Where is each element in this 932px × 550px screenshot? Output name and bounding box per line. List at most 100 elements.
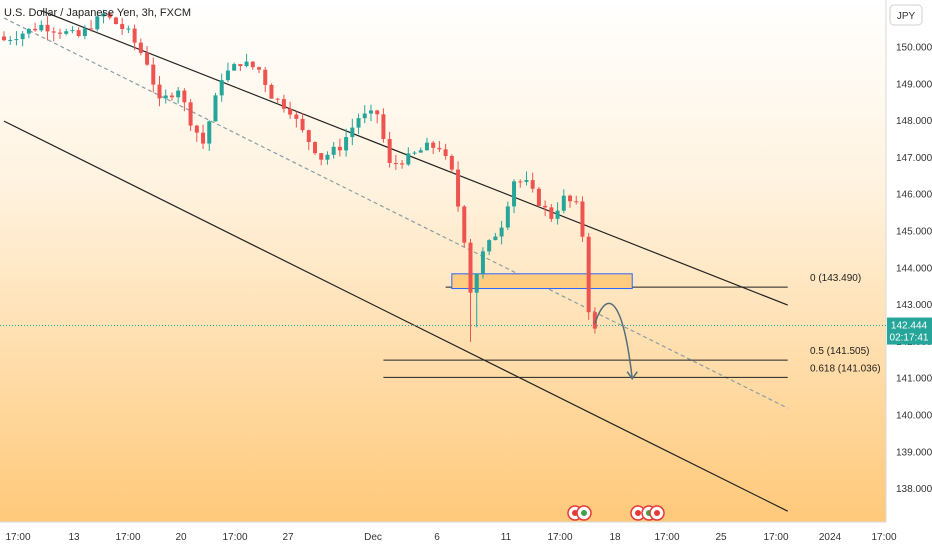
candle-body — [250, 61, 255, 68]
candle-body — [113, 17, 118, 25]
candle-body — [201, 132, 206, 144]
resistance-zone-group — [451, 273, 633, 290]
projection-arrowhead — [626, 371, 638, 380]
x-tick-label: 25 — [715, 532, 727, 543]
candle-body — [126, 28, 131, 30]
candle-body — [437, 147, 442, 150]
candle-body — [443, 149, 448, 156]
candle-body — [406, 153, 411, 165]
x-tick-label: 27 — [282, 532, 294, 543]
time-axis-background — [0, 522, 932, 550]
x-tick-label: 20 — [175, 532, 187, 543]
candle-body — [51, 31, 56, 33]
candle-body — [592, 312, 597, 329]
candle-body — [568, 195, 573, 202]
candle-body — [194, 125, 199, 133]
last-price-value: 142.444 — [891, 321, 928, 332]
projection-arrow — [594, 302, 633, 379]
candle-body — [456, 169, 461, 207]
candle-body — [362, 113, 367, 119]
candle-body — [275, 98, 280, 100]
event-icon-dot — [635, 510, 641, 516]
candle-body — [524, 180, 529, 182]
candle-body — [263, 69, 268, 85]
x-tick-label: 17:00 — [654, 532, 679, 543]
candle-body — [138, 42, 143, 53]
projection-arrow-group — [594, 302, 638, 380]
x-tick-label: 13 — [68, 532, 80, 543]
candle-body — [213, 95, 218, 122]
candle-body — [375, 110, 380, 115]
candle-body — [487, 240, 492, 252]
candle-body — [64, 31, 69, 34]
candle-body — [238, 64, 243, 67]
candle-body — [381, 114, 386, 139]
candle-body — [95, 16, 100, 30]
candle-body — [225, 70, 230, 81]
event-icons[interactable] — [567, 505, 665, 521]
candle-body — [319, 153, 324, 160]
y-tick-label: 144.000 — [896, 263, 932, 274]
candle-body — [269, 84, 274, 99]
candle-body — [76, 30, 81, 37]
candle-body — [424, 142, 429, 151]
y-tick-label: 138.000 — [896, 484, 932, 495]
candle-body — [344, 137, 349, 151]
candle-body — [400, 163, 405, 165]
x-tick-label: 17:00 — [5, 532, 30, 543]
candle-body — [57, 32, 62, 34]
candle-body — [474, 273, 479, 293]
candle-body — [2, 36, 6, 41]
channel-lines — [0, 10, 886, 512]
candle-body — [33, 28, 38, 31]
candle-body — [536, 188, 541, 206]
candle-body — [257, 67, 262, 70]
candle-body — [182, 90, 187, 103]
x-tick-label: 17:00 — [871, 532, 896, 543]
event-icon[interactable] — [576, 505, 592, 521]
candle-body — [518, 181, 523, 183]
event-icon-dot — [581, 510, 587, 516]
candle-body — [480, 251, 485, 274]
candle-body — [350, 127, 355, 138]
candle-body — [70, 30, 75, 32]
currency-button[interactable]: JPY — [889, 4, 923, 26]
candle-body — [368, 110, 373, 114]
candle-body — [188, 102, 193, 126]
candle-body — [499, 227, 504, 237]
y-tick-label: 149.000 — [896, 79, 932, 90]
event-icon[interactable] — [649, 505, 665, 521]
candle-body — [412, 152, 417, 154]
candle-body — [356, 118, 361, 128]
x-tick-label: 18 — [609, 532, 621, 543]
y-tick-label: 145.000 — [896, 227, 932, 238]
candle-body — [14, 39, 19, 41]
candle-body — [169, 95, 174, 98]
candle-body — [45, 24, 50, 32]
candle-body — [586, 236, 591, 313]
candle-body — [505, 206, 510, 228]
time-axis[interactable]: 17:00 13 17:00 20 17:00 27 Dec 6 11 17:00 18 17:00 2… — [5, 532, 896, 543]
x-tick-label: 17:00 — [763, 532, 788, 543]
x-tick-label: Dec — [364, 532, 382, 543]
y-tick-label: 146.000 — [896, 190, 932, 201]
plot-background — [0, 0, 886, 522]
resistance-zone — [451, 273, 633, 290]
candle-body — [300, 118, 305, 131]
event-icon[interactable] — [630, 505, 646, 521]
y-tick-label: 148.000 — [896, 116, 932, 127]
candle-body — [101, 13, 106, 17]
candle-body — [561, 195, 566, 211]
candle-body — [281, 99, 286, 109]
channel-mid-line — [3, 17, 788, 409]
candle-body — [574, 201, 579, 203]
candle-body — [306, 130, 311, 143]
candle-body — [512, 181, 517, 207]
last-price-countdown: 02:17:41 — [890, 333, 929, 344]
y-tick-label: 140.000 — [896, 411, 932, 422]
candles — [2, 9, 597, 342]
candle-body — [325, 154, 330, 160]
candle-body — [120, 24, 125, 29]
